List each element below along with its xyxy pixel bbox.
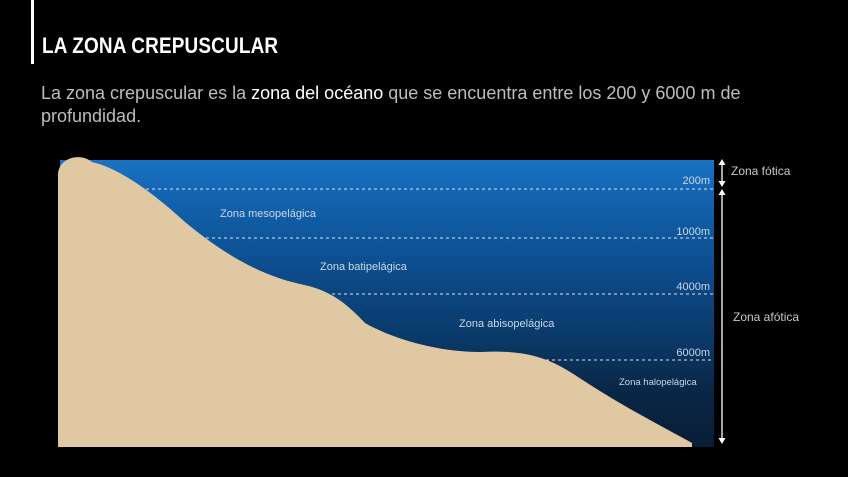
- page-title: LA ZONA CREPUSCULAR: [42, 33, 279, 58]
- title-accent-bar: [31, 0, 34, 64]
- intro-text-start: La zona crepuscular es la: [41, 83, 252, 103]
- photic-zone-label: Zona fótica: [731, 164, 791, 178]
- zone-label-hadopelagic: Zona halopelágica: [619, 377, 697, 388]
- photic-zone-arrow: [718, 159, 726, 187]
- zone-label-mesopelagic: Zona mesopelágica: [220, 208, 317, 220]
- intro-highlight: zona del océano: [251, 83, 384, 103]
- zone-label-abyssopelagic: Zona abisopelágica: [459, 318, 555, 330]
- intro-text-end: que se encuentra entre los 200 y 6000 m …: [41, 83, 741, 126]
- depth-label-200m: 200m: [682, 175, 710, 187]
- seabed-profile: [58, 157, 692, 447]
- aphotic-zone-label: Zona afótica: [733, 310, 799, 324]
- depth-label-6000m: 6000m: [676, 347, 710, 359]
- depth-label-1000m: 1000m: [676, 226, 710, 238]
- zone-label-bathypelagic: Zona batipelágica: [320, 261, 408, 273]
- depth-label-4000m: 4000m: [676, 281, 710, 293]
- aphotic-zone-arrow: [718, 189, 726, 444]
- intro-text: La zona crepuscular es la zona del océan…: [41, 82, 811, 128]
